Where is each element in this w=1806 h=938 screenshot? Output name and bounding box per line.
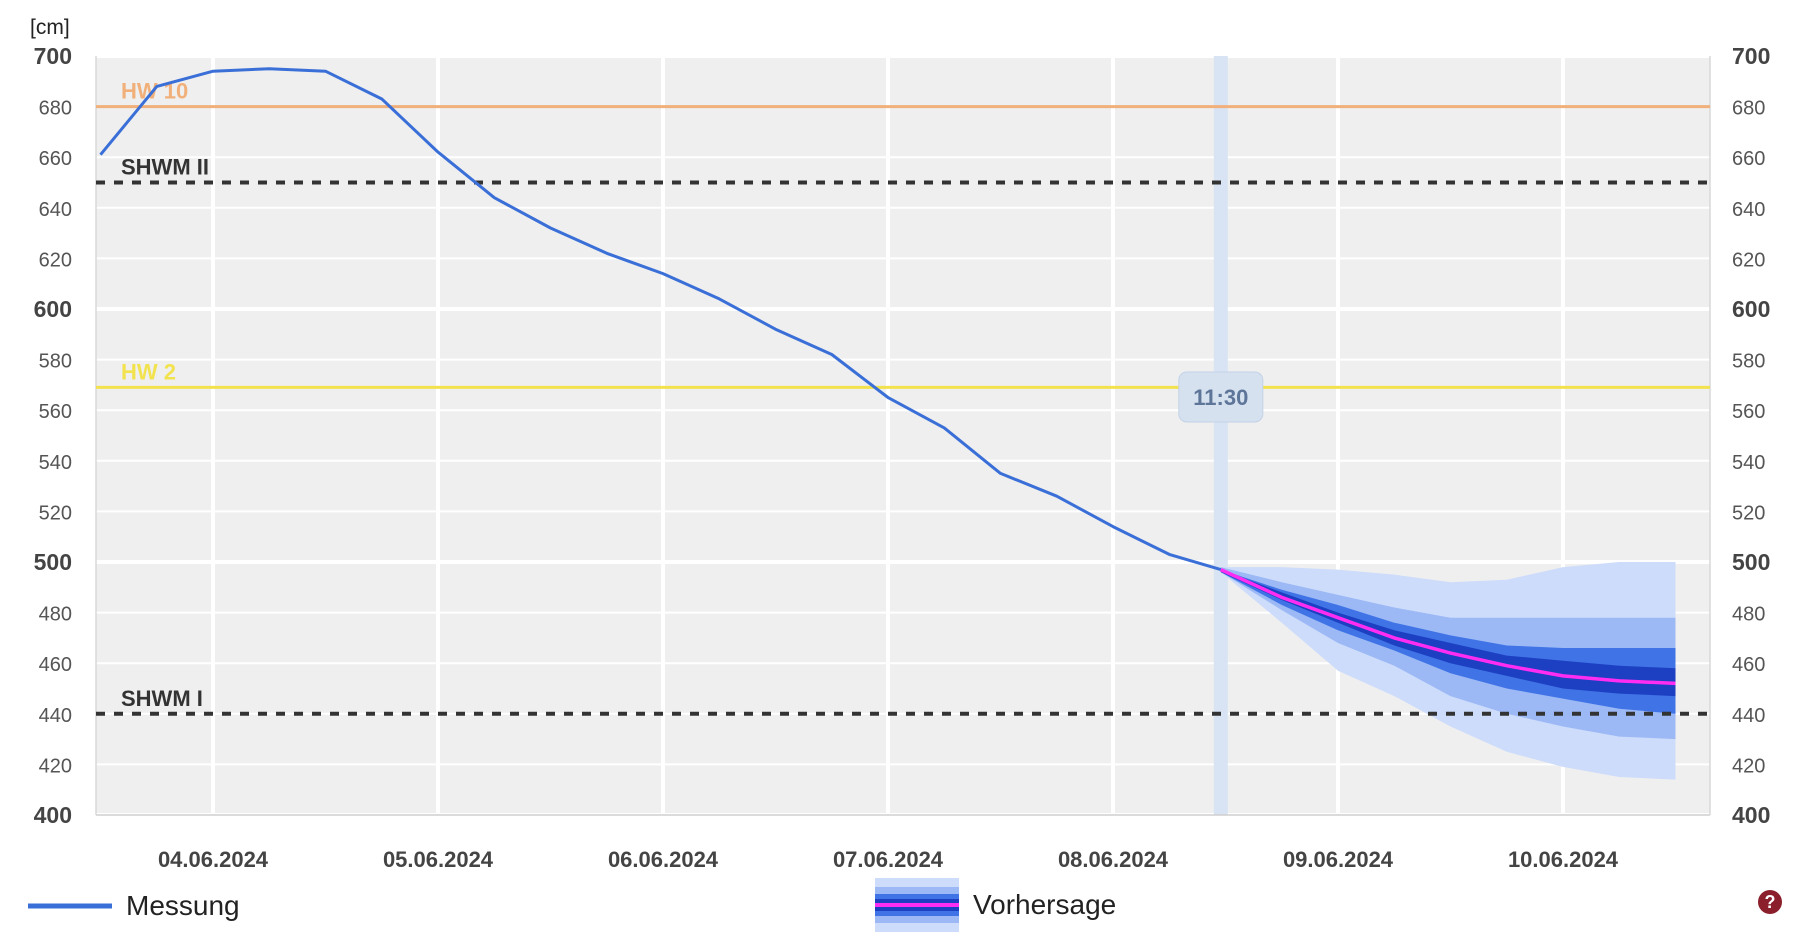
y-tick-label-left: 500 — [34, 549, 72, 575]
y-tick-label-right: 500 — [1732, 549, 1770, 575]
y-tick-label-left: 460 — [39, 654, 72, 676]
x-tick-label: 10.06.2024 — [1508, 847, 1619, 872]
x-tick-label: 06.06.2024 — [608, 847, 719, 872]
y-tick-label-right: 520 — [1732, 502, 1765, 524]
y-tick-label-left: 600 — [34, 296, 72, 322]
y-tick-label-right: 580 — [1732, 351, 1765, 373]
y-tick-label-left: 640 — [39, 199, 72, 221]
y-tick-label-right: 400 — [1732, 802, 1770, 828]
y-tick-label-right: 680 — [1732, 98, 1765, 120]
forecast-band-core — [1220, 569, 1676, 697]
x-tick-label: 04.06.2024 — [158, 847, 269, 872]
measurement-line-icon — [28, 903, 112, 909]
y-tick-label-left: 620 — [39, 249, 72, 271]
y-tick-label-left: 680 — [39, 98, 72, 120]
now-label: 11:30 — [1193, 385, 1248, 410]
x-tick-label: 05.06.2024 — [383, 847, 494, 872]
y-tick-label-left: 420 — [39, 755, 72, 777]
y-axis-unit-label: [cm] — [30, 16, 70, 39]
now-label-box — [1178, 371, 1264, 423]
y-tick-label-right: 540 — [1732, 452, 1765, 474]
y-tick-label-right: 480 — [1732, 604, 1765, 626]
x-tick-label: 09.06.2024 — [1283, 847, 1394, 872]
y-tick-label-right: 600 — [1732, 296, 1770, 322]
y-tick-label-left: 560 — [39, 401, 72, 423]
y-tick-label-right: 700 — [1732, 43, 1770, 69]
y-tick-label-right: 620 — [1732, 249, 1765, 271]
threshold-label: SHWM I — [121, 686, 203, 711]
legend-forecast[interactable]: Vorhersage — [875, 878, 1116, 932]
x-tick-label: 08.06.2024 — [1058, 847, 1169, 872]
help-icon[interactable]: ? — [1758, 890, 1782, 914]
y-tick-label-left: 480 — [39, 604, 72, 626]
forecast-band-icon — [875, 878, 959, 932]
y-tick-label-right: 660 — [1732, 148, 1765, 170]
y-tick-label-right: 560 — [1732, 401, 1765, 423]
y-tick-label-right: 440 — [1732, 705, 1765, 727]
y-tick-label-left: 520 — [39, 502, 72, 524]
y-tick-label-left: 540 — [39, 452, 72, 474]
forecast-median-line — [1220, 568, 1676, 686]
y-tick-label-right: 460 — [1732, 654, 1765, 676]
y-tick-label-left: 580 — [39, 351, 72, 373]
y-tick-label-left: 700 — [34, 43, 72, 69]
y-tick-label-left: 440 — [39, 705, 72, 727]
y-tick-label-left: 660 — [39, 148, 72, 170]
y-tick-label-right: 420 — [1732, 755, 1765, 777]
y-tick-label-right: 640 — [1732, 199, 1765, 221]
now-marker-band — [1213, 56, 1228, 815]
threshold-label: HW 2 — [121, 359, 176, 384]
legend-measurement-label: Messung — [126, 890, 240, 921]
x-tick-label: 07.06.2024 — [833, 847, 944, 872]
y-tick-label-left: 400 — [34, 802, 72, 828]
measurement-series-line — [99, 67, 1222, 572]
threshold-label: SHWM II — [121, 155, 209, 180]
legend-forecast-label: Vorhersage — [973, 889, 1117, 920]
legend-measurement[interactable]: Messung — [28, 890, 240, 922]
